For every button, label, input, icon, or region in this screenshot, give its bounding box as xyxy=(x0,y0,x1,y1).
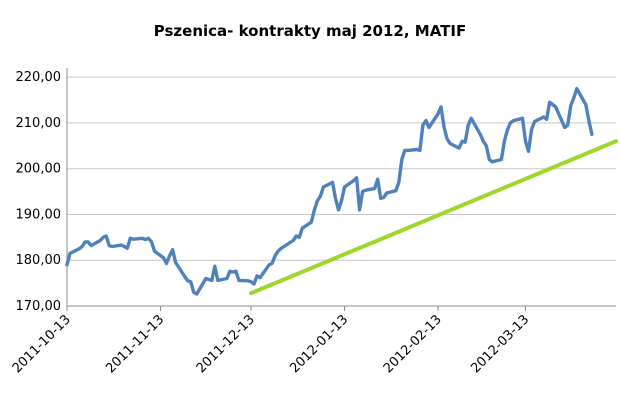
price-line xyxy=(65,86,594,296)
trend-line xyxy=(249,139,618,296)
y-tick-label-5: 220,00 xyxy=(16,70,62,85)
series-layer xyxy=(65,86,618,296)
y-tick-label-4: 210,00 xyxy=(16,116,62,131)
y-tick-label-2: 190,00 xyxy=(16,207,62,222)
chart-title: Pszenica- kontrakty maj 2012, MATIF xyxy=(154,22,466,40)
y-tick-label-1: 180,00 xyxy=(16,253,62,268)
y-tick-label-0: 170,00 xyxy=(16,299,62,314)
y-tick-label-3: 200,00 xyxy=(16,162,62,177)
